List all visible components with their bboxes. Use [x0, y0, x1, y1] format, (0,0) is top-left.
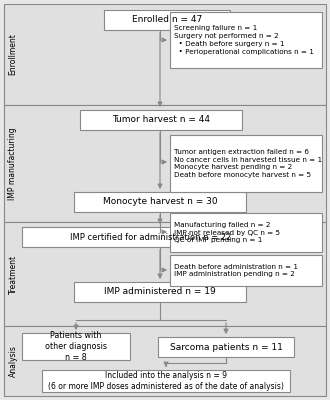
Bar: [4, 105, 326, 222]
Bar: [158, 337, 294, 357]
Bar: [42, 370, 290, 392]
Text: Screening failure n = 1
Surgery not performed n = 2
  • Death before surgery n =: Screening failure n = 1 Surgery not perf…: [174, 25, 314, 55]
Text: Death before administration n = 1
IMP administration pending n = 2: Death before administration n = 1 IMP ad…: [174, 264, 298, 277]
Text: Monocyte harvest n = 30: Monocyte harvest n = 30: [103, 198, 217, 206]
Text: Treatment: Treatment: [9, 254, 17, 294]
Bar: [22, 333, 130, 360]
Text: Tumor harvest n = 44: Tumor harvest n = 44: [112, 116, 210, 124]
Bar: [4, 4, 326, 105]
Text: Manufacturing failed n = 2
IMP not released by QC n = 5
QC of IMP pending n = 1: Manufacturing failed n = 2 IMP not relea…: [174, 222, 280, 243]
Bar: [74, 192, 246, 212]
Bar: [22, 227, 280, 247]
Text: IMP certified for administration n = 22: IMP certified for administration n = 22: [70, 232, 232, 242]
Bar: [170, 12, 322, 68]
Text: Included into the analysis n = 9
(6 or more IMP doses administered as of the dat: Included into the analysis n = 9 (6 or m…: [48, 371, 284, 391]
Text: Analysis: Analysis: [9, 345, 17, 377]
Text: Sarcoma patients n = 11: Sarcoma patients n = 11: [170, 342, 282, 352]
Bar: [4, 326, 326, 396]
Bar: [170, 213, 322, 252]
Text: Enrolled n = 47: Enrolled n = 47: [132, 16, 202, 24]
Bar: [104, 10, 230, 30]
Bar: [4, 222, 326, 326]
Text: Patients with
other diagnosis
n = 8: Patients with other diagnosis n = 8: [45, 330, 107, 362]
Bar: [74, 282, 246, 302]
Text: IMP manufacturing: IMP manufacturing: [9, 127, 17, 200]
Bar: [170, 255, 322, 286]
Text: IMP administered n = 19: IMP administered n = 19: [104, 288, 216, 296]
Text: Enrollment: Enrollment: [9, 34, 17, 76]
Text: Tumor antigen extraction failed n = 6
No cancer cells in harvested tissue n = 1
: Tumor antigen extraction failed n = 6 No…: [174, 149, 322, 178]
Bar: [170, 135, 322, 192]
Bar: [80, 110, 242, 130]
